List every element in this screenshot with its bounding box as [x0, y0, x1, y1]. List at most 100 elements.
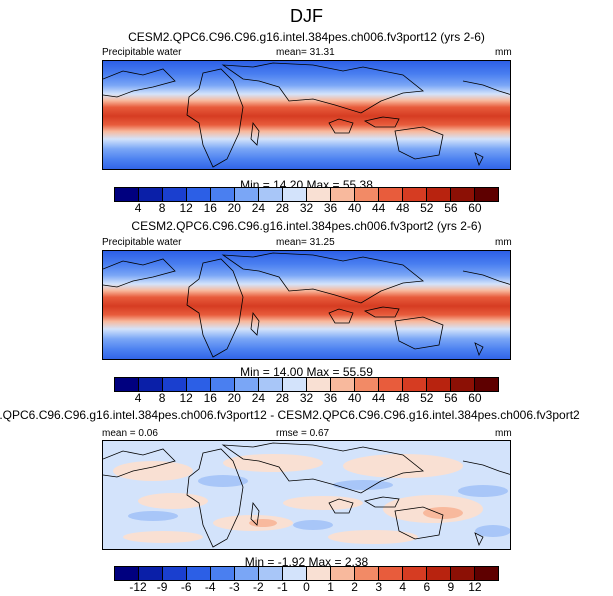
colorbar-swatch	[163, 567, 187, 580]
colorbar-swatch	[187, 188, 211, 201]
colorbar-swatch	[259, 188, 283, 201]
panel2-field	[103, 251, 510, 359]
colorbar-tick-label: 44	[372, 201, 386, 215]
colorbar-tick-label: 9	[447, 580, 455, 594]
colorbar-swatch	[355, 378, 379, 391]
colorbar-tick-label: 4	[399, 580, 407, 594]
panel2-colorbar-ticks: 4 8 12 16 20 24 28 32 36 40 44 48 52 56 60	[114, 391, 499, 405]
colorbar-tick-label: 28	[275, 391, 290, 405]
colorbar-swatch	[115, 188, 139, 201]
colorbar-tick-label: 32	[299, 391, 314, 405]
panel2-min-value: 14.00	[273, 365, 304, 379]
colorbar-tick-label: 24	[251, 201, 266, 215]
colorbar-tick-label: 32	[299, 201, 314, 215]
colorbar-swatch	[475, 567, 498, 580]
colorbar-tick-label: -6	[180, 580, 192, 594]
colorbar-swatch	[163, 188, 187, 201]
panel1-colorbar	[114, 187, 499, 202]
colorbar-swatch	[307, 378, 331, 391]
panel3-map	[102, 440, 511, 550]
colorbar-swatch	[115, 378, 139, 391]
colorbar-swatch	[235, 378, 259, 391]
colorbar-tick-label: 56	[444, 391, 458, 405]
colorbar-tick-label: 4	[134, 201, 142, 215]
colorbar-swatch	[379, 567, 403, 580]
colorbar-tick-label: 60	[468, 201, 482, 215]
colorbar-swatch	[235, 188, 259, 201]
panel3-max-value: 2.38	[344, 555, 369, 569]
colorbar-tick-label: 12	[179, 391, 193, 405]
colorbar-swatch	[307, 188, 331, 201]
colorbar-tick-label: 8	[158, 391, 166, 405]
colorbar-swatch	[259, 567, 283, 580]
colorbar-tick-label: -1	[277, 580, 288, 594]
colorbar-tick-label: 1	[327, 580, 334, 594]
colorbar-swatch	[427, 567, 451, 580]
colorbar-swatch	[211, 567, 235, 580]
colorbar-swatch	[211, 378, 235, 391]
panel1-field	[103, 61, 510, 169]
colorbar-swatch	[259, 378, 283, 391]
colorbar-tick-label: 36	[323, 391, 338, 405]
colorbar-tick-label: 40	[347, 201, 362, 215]
colorbar-tick-label: 20	[227, 201, 241, 215]
colorbar-swatch	[427, 378, 451, 391]
colorbar-swatch	[475, 188, 498, 201]
panel3-mean-value: 0.06	[138, 428, 158, 439]
panel3-min-value: -1.92	[277, 555, 306, 569]
colorbar-swatch	[139, 188, 163, 201]
colorbar-swatch	[115, 567, 139, 580]
panel2-max-value: 55.59	[342, 365, 373, 379]
panel2-coastlines	[103, 252, 510, 358]
panel3-units: mm	[495, 428, 512, 439]
panel3-mean-label: mean =	[102, 428, 136, 439]
panel2-map	[102, 250, 511, 360]
panel2-variable-label: Precipitable water	[102, 237, 182, 248]
colorbar-swatch	[235, 567, 259, 580]
panel3-subtitle-wrap: CESM2.QPC6.C96.C96.g16.intel.384pes.ch00…	[0, 408, 613, 424]
panel3-min-label: Min =	[244, 555, 275, 569]
panel1-coastlines	[103, 62, 510, 168]
colorbar-tick-label: 0	[303, 580, 310, 594]
colorbar-swatch	[283, 378, 307, 391]
colorbar-tick-label: 40	[347, 391, 362, 405]
colorbar-tick-label: 16	[203, 391, 217, 405]
panel2-max-label: Max =	[306, 365, 340, 379]
colorbar-swatch	[379, 378, 403, 391]
colorbar-tick-label: 16	[203, 201, 217, 215]
colorbar-swatch	[427, 188, 451, 201]
colorbar-swatch	[403, 378, 427, 391]
colorbar-swatch	[187, 378, 211, 391]
colorbar-tick-label: 60	[468, 391, 482, 405]
panel2-subtitle: CESM2.QPC6.C96.C96.g16.intel.384pes.ch00…	[131, 219, 482, 233]
colorbar-swatch	[403, 567, 427, 580]
colorbar-tick-label: 12	[179, 201, 193, 215]
panel3-max-label: Max =	[308, 555, 342, 569]
colorbar-tick-label: 48	[396, 201, 410, 215]
colorbar-swatch	[451, 378, 475, 391]
colorbar-tick-label: 36	[323, 201, 338, 215]
colorbar-tick-label: 4	[134, 391, 142, 405]
panel3-rmse-value: 0.67	[309, 428, 330, 439]
panel2-mean-label: mean=	[276, 237, 307, 248]
panel3-colorbar	[114, 566, 499, 581]
colorbar-swatch	[331, 567, 355, 580]
panel1-subtitle: CESM2.QPC6.C96.C96.g16.intel.384pes.ch00…	[128, 30, 485, 44]
colorbar-tick-label: 44	[372, 391, 386, 405]
colorbar-swatch	[163, 378, 187, 391]
colorbar-swatch	[187, 567, 211, 580]
colorbar-swatch	[355, 188, 379, 201]
colorbar-swatch	[355, 567, 379, 580]
panel1-variable-label: Precipitable water	[102, 47, 182, 58]
panel1-units: mm	[495, 47, 512, 58]
colorbar-swatch	[475, 378, 498, 391]
panel3-coastlines	[103, 442, 510, 548]
colorbar-tick-label: -12	[129, 580, 147, 594]
panel2-units: mm	[495, 237, 512, 248]
panel3-mean: mean = 0.06	[102, 428, 158, 439]
colorbar-swatch	[403, 188, 427, 201]
colorbar-tick-label: 28	[275, 201, 290, 215]
colorbar-swatch	[451, 567, 475, 580]
colorbar-tick-label: 52	[420, 391, 434, 405]
colorbar-swatch	[283, 188, 307, 201]
